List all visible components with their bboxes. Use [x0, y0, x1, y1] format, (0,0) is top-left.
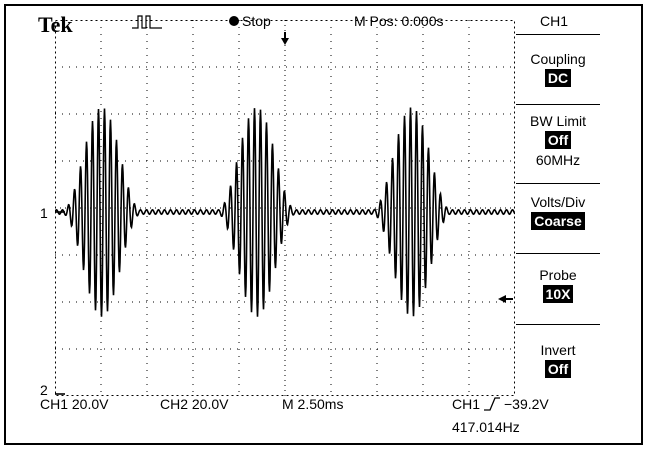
ch1-scale: CH1 20.0V: [40, 396, 109, 412]
ch1-waveform: [55, 107, 515, 317]
probe-label: Probe: [539, 267, 577, 283]
invert-label: Invert: [540, 342, 576, 358]
invert-value: Off: [544, 360, 572, 378]
volts-div-menu-button[interactable]: Volts/Div Coarse: [516, 195, 600, 231]
invert-menu-button[interactable]: Invert Off: [516, 343, 600, 379]
bw-limit-value: Off: [544, 131, 572, 149]
bw-limit-frequency: 60MHz: [535, 152, 581, 168]
menu-title: CH1: [540, 13, 569, 29]
coupling-value: DC: [544, 69, 572, 87]
ch1-ground-marker: 1: [40, 205, 48, 221]
stop-indicator-icon: [229, 16, 239, 26]
volts-div-label: Volts/Div: [530, 194, 586, 210]
trigger-level-marker: [498, 295, 506, 303]
trigger-level: −39.2V: [504, 396, 549, 412]
waveform-display: [55, 20, 515, 396]
bw-limit-menu-button[interactable]: BW Limit Off 60MHz: [516, 114, 600, 167]
ch2-ground-marker: 2: [40, 382, 48, 398]
bw-limit-label: BW Limit: [530, 113, 586, 129]
horizontal-position: M Pos: 0.000s: [354, 13, 444, 29]
coupling-menu-button[interactable]: Coupling DC: [516, 52, 600, 88]
frequency-readout: 417.014Hz: [452, 419, 520, 435]
timebase: M 2.50ms: [282, 396, 344, 412]
trigger-position-marker: [281, 38, 289, 45]
trigger-source: CH1: [452, 396, 481, 412]
coupling-label: Coupling: [530, 51, 586, 67]
probe-menu-button[interactable]: Probe 10X: [516, 268, 600, 304]
brand-logo: Tek: [38, 12, 73, 37]
volts-div-value: Coarse: [531, 212, 585, 230]
probe-value: 10X: [542, 285, 574, 303]
rising-edge-icon: [484, 397, 500, 411]
ch2-scale: CH2 20.0V: [160, 396, 229, 412]
pulse-icon: [132, 15, 162, 29]
